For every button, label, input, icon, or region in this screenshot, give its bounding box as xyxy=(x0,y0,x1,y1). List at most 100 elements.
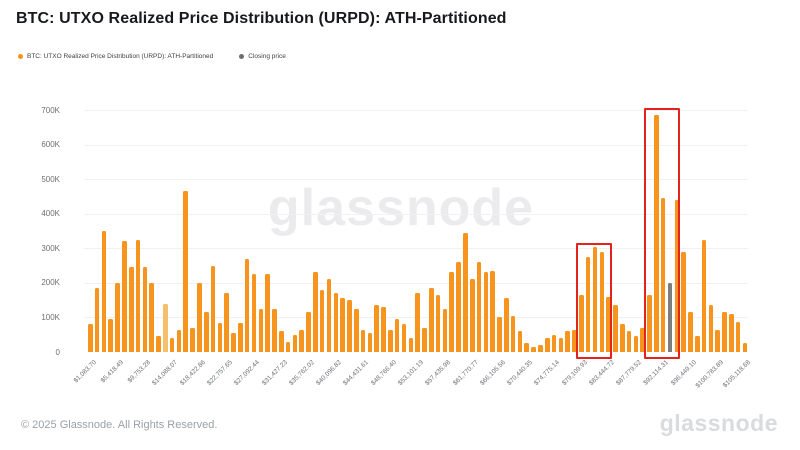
urpd-bar[interactable] xyxy=(408,338,414,352)
urpd-bar[interactable] xyxy=(524,343,530,352)
urpd-bar[interactable] xyxy=(394,319,400,352)
urpd-bar[interactable] xyxy=(422,327,427,352)
urpd-bar[interactable] xyxy=(551,334,557,352)
urpd-bar[interactable] xyxy=(292,334,298,352)
urpd-bar[interactable] xyxy=(272,308,277,352)
urpd-bar[interactable] xyxy=(88,324,93,352)
urpd-bar[interactable] xyxy=(517,331,523,352)
urpd-bar[interactable] xyxy=(306,312,311,352)
urpd-bar[interactable] xyxy=(278,331,284,352)
urpd-bar[interactable] xyxy=(429,288,434,352)
urpd-bar[interactable] xyxy=(701,239,707,352)
urpd-bar[interactable] xyxy=(558,338,564,352)
urpd-bar[interactable] xyxy=(490,270,495,352)
urpd-bar[interactable] xyxy=(340,298,345,352)
urpd-bar[interactable] xyxy=(435,294,441,352)
legend-item-urpd[interactable]: BTC: UTXO Realized Price Distribution (U… xyxy=(18,53,213,60)
urpd-bar[interactable] xyxy=(367,332,373,352)
urpd-bar[interactable] xyxy=(640,327,645,352)
urpd-bar[interactable] xyxy=(190,327,195,352)
urpd-bar[interactable] xyxy=(299,329,304,352)
urpd-bar[interactable] xyxy=(585,256,591,352)
urpd-bar[interactable] xyxy=(176,329,182,352)
urpd-bar[interactable] xyxy=(381,307,386,352)
urpd-bar[interactable] xyxy=(742,343,748,352)
urpd-bar[interactable] xyxy=(197,282,202,352)
urpd-bar[interactable] xyxy=(456,262,461,352)
urpd-bar[interactable] xyxy=(217,322,223,352)
urpd-bar[interactable] xyxy=(449,272,455,352)
urpd-bar[interactable] xyxy=(319,289,325,352)
urpd-bar[interactable] xyxy=(463,232,468,352)
urpd-bar[interactable] xyxy=(592,246,598,352)
urpd-bar[interactable] xyxy=(244,258,250,352)
urpd-bar[interactable] xyxy=(347,300,352,352)
urpd-bar[interactable] xyxy=(531,346,536,352)
urpd-bar[interactable] xyxy=(142,267,148,352)
urpd-bar[interactable] xyxy=(619,324,625,352)
urpd-bar[interactable] xyxy=(660,198,666,352)
urpd-bar[interactable] xyxy=(572,329,577,352)
urpd-bar[interactable] xyxy=(510,315,516,352)
urpd-bar[interactable] xyxy=(674,199,680,352)
urpd-bar[interactable] xyxy=(388,329,393,352)
urpd-bar[interactable] xyxy=(626,331,632,352)
urpd-bar[interactable] xyxy=(101,231,107,352)
urpd-bar[interactable] xyxy=(688,312,693,352)
urpd-bar[interactable] xyxy=(313,272,318,352)
urpd-bar[interactable] xyxy=(258,308,264,352)
urpd-bar[interactable] xyxy=(231,332,236,352)
urpd-bar[interactable] xyxy=(183,191,189,352)
urpd-bar[interactable] xyxy=(729,313,734,352)
urpd-bar[interactable] xyxy=(224,293,229,352)
urpd-bar[interactable] xyxy=(544,338,550,352)
urpd-bar[interactable] xyxy=(374,305,380,352)
urpd-bar[interactable] xyxy=(613,305,618,352)
urpd-bar[interactable] xyxy=(238,322,243,352)
urpd-bar[interactable] xyxy=(115,282,120,352)
urpd-bar[interactable] xyxy=(647,294,652,352)
urpd-bar[interactable] xyxy=(265,274,270,352)
urpd-bar[interactable] xyxy=(360,329,366,352)
urpd-bar[interactable] xyxy=(442,308,448,352)
urpd-bar[interactable] xyxy=(401,324,407,352)
y-gridline xyxy=(84,179,748,181)
urpd-bar[interactable] xyxy=(599,251,605,352)
urpd-bar[interactable] xyxy=(135,239,141,352)
urpd-bar[interactable] xyxy=(203,312,209,352)
closing-price-bar[interactable] xyxy=(667,282,673,352)
urpd-bar[interactable] xyxy=(251,274,257,352)
urpd-bar[interactable] xyxy=(722,312,727,352)
urpd-bar[interactable] xyxy=(606,296,611,352)
urpd-bar[interactable] xyxy=(94,288,100,352)
urpd-bar[interactable] xyxy=(353,308,359,352)
urpd-bar[interactable] xyxy=(476,262,482,352)
urpd-bar[interactable] xyxy=(681,251,686,352)
urpd-bar[interactable] xyxy=(156,336,161,352)
urpd-bar[interactable] xyxy=(285,341,291,352)
urpd-bar[interactable] xyxy=(326,279,332,352)
urpd-bar[interactable] xyxy=(169,338,175,352)
urpd-bar[interactable] xyxy=(633,336,639,352)
urpd-bar[interactable] xyxy=(483,272,489,352)
urpd-bar[interactable] xyxy=(579,294,584,352)
urpd-bar[interactable] xyxy=(715,329,721,352)
legend-item-closing-price[interactable]: Closing price xyxy=(239,53,286,60)
urpd-bar[interactable] xyxy=(210,265,216,352)
urpd-bar[interactable] xyxy=(149,282,154,352)
urpd-bar[interactable] xyxy=(415,293,420,352)
urpd-bar[interactable] xyxy=(469,279,475,352)
urpd-bar[interactable] xyxy=(163,303,168,352)
urpd-bar[interactable] xyxy=(504,298,509,352)
urpd-bar[interactable] xyxy=(333,293,339,352)
urpd-bar[interactable] xyxy=(497,317,502,352)
urpd-bar[interactable] xyxy=(565,331,570,352)
urpd-bar[interactable] xyxy=(654,115,659,352)
urpd-bar[interactable] xyxy=(735,321,741,352)
urpd-bar[interactable] xyxy=(708,305,714,352)
urpd-bar[interactable] xyxy=(108,319,114,352)
urpd-bar[interactable] xyxy=(694,336,700,352)
urpd-bar[interactable] xyxy=(122,241,127,352)
urpd-bar[interactable] xyxy=(128,267,134,352)
urpd-bar[interactable] xyxy=(538,345,543,352)
